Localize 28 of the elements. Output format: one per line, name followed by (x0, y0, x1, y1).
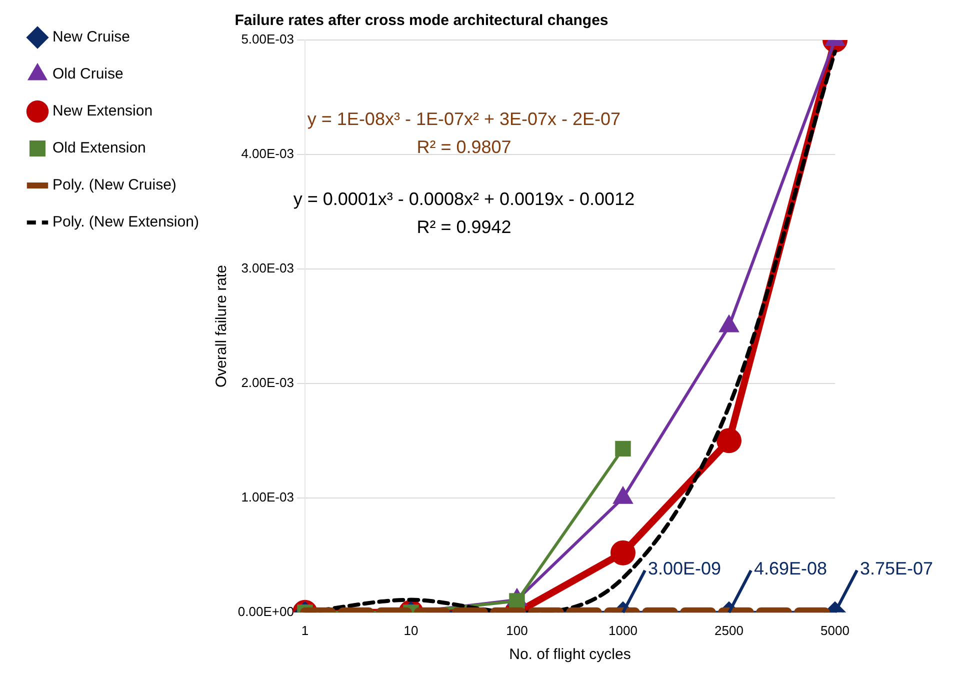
y-tick-label: 2.00E-03 (241, 375, 294, 390)
data-label: 4.69E-08 (754, 558, 828, 578)
y-tick-label: 5.00E-03 (241, 32, 294, 47)
legend-label: Old Extension (52, 140, 146, 157)
x-axis-title: No. of flight cycles (509, 646, 631, 664)
legend-label: Old Cruise (52, 66, 124, 83)
y-tick-label: 3.00E-03 (241, 260, 294, 276)
data-label: 3.75E-07 (860, 558, 934, 578)
x-tick-label: 1000 (608, 622, 638, 638)
annotation: y = 0.0001x³ - 0.0008x² + 0.0019x - 0.0012 (293, 188, 635, 209)
annotation: y = 1E-08x³ - 1E-07x² + 3E-07x - 2E-07 (307, 108, 621, 129)
y-tick-label: 1.00E-03 (241, 490, 294, 504)
x-tick-label: 5000 (820, 622, 850, 638)
x-tick-label: 10 (404, 622, 418, 638)
x-tick-label: 100 (506, 622, 528, 638)
y-tick-label: 0.00E+00 (238, 604, 294, 619)
y-tick-label: 4.00E-03 (241, 146, 294, 162)
legend-label: Poly. (New Extension) (52, 214, 199, 231)
annotation: R² = 0.9807 (416, 136, 512, 157)
annotation: R² = 0.9942 (416, 216, 512, 237)
legend-label: Poly. (New Cruise) (52, 176, 176, 194)
x-tick-label: 1 (301, 622, 309, 638)
chart-title: Failure rates after cross mode architectural changes (234, 12, 608, 30)
y-axis-title: Overall failure rate (213, 264, 230, 388)
data-label: 3.00E-09 (648, 558, 722, 578)
x-tick-label: 2500 (714, 622, 744, 638)
legend-label: New Extension (52, 102, 153, 120)
legend-label: New Cruise (52, 28, 130, 46)
